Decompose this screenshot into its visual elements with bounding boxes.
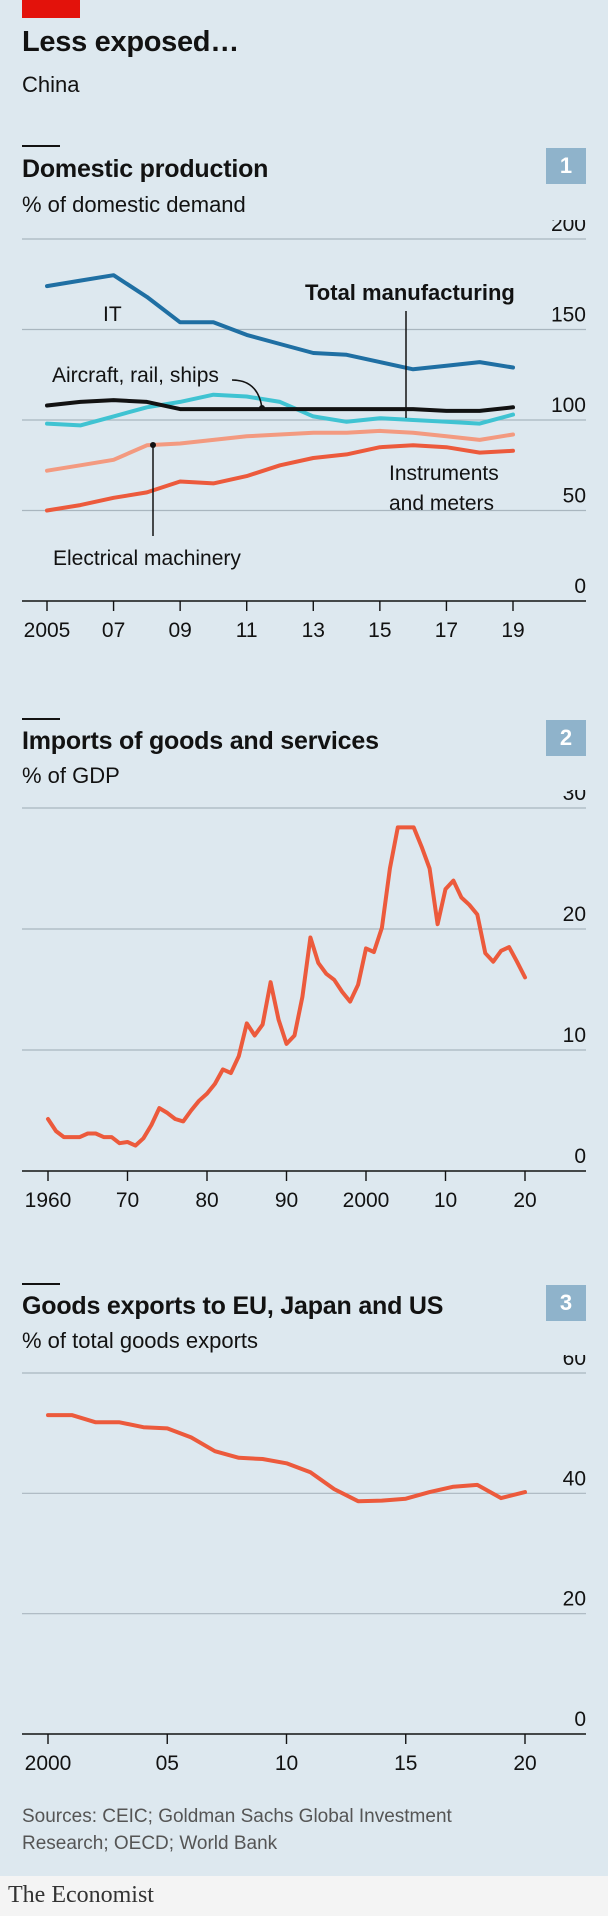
exports-chart: 0 20 40 60 2000 05 10 15 20: [22, 1355, 586, 1775]
y-tick-label: 50: [563, 485, 586, 508]
y-tick-label: 20: [563, 1588, 586, 1611]
y-tick-label: 40: [563, 1467, 586, 1490]
panel-1-rule: [22, 145, 60, 147]
electrical-leader-dot: [150, 442, 156, 448]
aircraft-rail-ships-label: Aircraft, rail, ships: [52, 364, 219, 387]
panel-1-badge: 1: [546, 148, 586, 184]
panel-3-rule: [22, 1283, 60, 1285]
x-tick-label: 2000: [25, 1752, 72, 1775]
panel-2-rule: [22, 718, 60, 720]
x-tick-label: 17: [435, 619, 458, 642]
y-tick-label: 10: [563, 1024, 586, 1047]
it-label: IT: [103, 303, 122, 326]
aircraft-leader-dot: [259, 405, 265, 411]
y-tick-label: 20: [563, 903, 586, 926]
x-tick-label: 2000: [343, 1189, 390, 1212]
instruments-label-line1: Instruments: [389, 462, 499, 485]
panel-2-subtitle: % of GDP: [22, 763, 120, 788]
panel-3-subtitle: % of total goods exports: [22, 1328, 259, 1353]
panel-1-title: Domestic production: [22, 155, 269, 183]
instruments-and-meters-line: [45, 428, 515, 473]
series-line: [46, 825, 527, 1148]
x-tick-label: 20: [513, 1752, 536, 1775]
panel-2-badge: 2: [546, 720, 586, 756]
page-subtitle: China: [22, 72, 80, 97]
x-tick-label: 19: [501, 619, 524, 642]
x-tick-label: 07: [102, 619, 125, 642]
source-note: Sources: CEIC; Goldman Sachs Global Inve…: [22, 1806, 452, 1854]
page-title: Less exposed…: [22, 26, 239, 58]
it-line: [45, 273, 515, 372]
x-tick-label: 15: [368, 619, 391, 642]
x-tick-label: 05: [156, 1752, 179, 1775]
panel-3-title: Goods exports to EU, Japan and US: [22, 1292, 444, 1320]
series-line: [46, 1413, 527, 1504]
x-tick-label: 20: [513, 1189, 536, 1212]
footer: The Economist: [0, 1876, 608, 1916]
brand-bar: [22, 0, 80, 18]
y-tick-label: 0: [574, 1145, 586, 1168]
imports-chart: 0 10 20 30 1960 70 80 90 2000 10 20: [22, 790, 586, 1212]
footer-logo-text: The Economist: [8, 1882, 154, 1908]
x-tick-label: 2005: [24, 619, 71, 642]
x-tick-label: 1960: [25, 1189, 72, 1212]
instruments-label-line2: and meters: [389, 492, 494, 515]
x-tick-label: 80: [195, 1189, 218, 1212]
y-tick-label: 0: [574, 575, 586, 598]
y-tick-label: 60: [563, 1355, 586, 1370]
panel-2-title: Imports of goods and services: [22, 727, 379, 755]
aircraft-rail-ships-line: [45, 392, 515, 428]
aircraft-leader-line: [231, 379, 263, 409]
x-tick-label: 15: [394, 1752, 417, 1775]
x-tick-label: 10: [434, 1189, 457, 1212]
panel-1-subtitle: % of domestic demand: [22, 192, 246, 217]
x-tick-label: 11: [236, 619, 258, 642]
y-tick-label: 0: [574, 1708, 586, 1731]
y-tick-label: 150: [551, 304, 586, 327]
x-tick-label: 10: [275, 1752, 298, 1775]
x-tick-label: 13: [302, 619, 325, 642]
y-tick-label: 100: [551, 394, 586, 417]
total-manufacturing-line: [45, 398, 515, 413]
domestic-production-chart: 0 50 100 150 200 2005 07 09 11 13 15 17 19 IT Aircraft…: [22, 220, 586, 642]
y-tick-label: 30: [563, 790, 586, 805]
total-manufacturing-label: Total manufacturing: [305, 280, 515, 305]
electrical-machinery-line: [45, 443, 515, 513]
electrical-machinery-label: Electrical machinery: [53, 547, 241, 570]
panel-3-badge: 3: [546, 1285, 586, 1321]
y-tick-label: 200: [551, 220, 586, 236]
x-tick-label: 70: [116, 1189, 139, 1212]
x-tick-label: 90: [275, 1189, 298, 1212]
x-tick-label: 09: [168, 619, 191, 642]
